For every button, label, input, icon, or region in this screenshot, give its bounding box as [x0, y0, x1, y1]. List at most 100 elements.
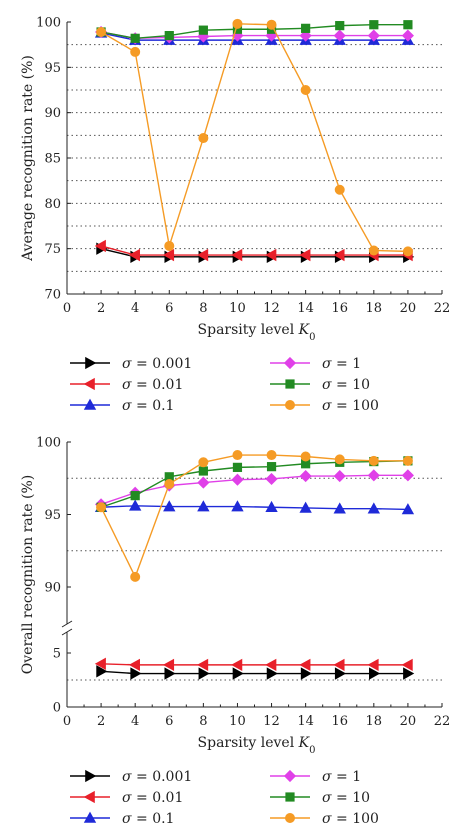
legend-item-sigma-0-01: σ = 0.01 [70, 790, 183, 806]
legend-marker [285, 792, 295, 802]
x-tick-label: 16 [331, 301, 348, 316]
legend-marker [285, 379, 295, 389]
data-point [198, 133, 209, 144]
data-point [232, 450, 243, 461]
data-point [197, 476, 210, 489]
y-tick-label: 70 [44, 288, 61, 303]
data-point [333, 658, 345, 672]
data-point [367, 502, 380, 514]
data-point [162, 658, 175, 672]
x-tick-label: 12 [263, 301, 280, 316]
data-point [129, 499, 142, 511]
data-point [334, 454, 345, 465]
series-line [100, 460, 408, 508]
series-line [101, 505, 408, 511]
legend-item-sigma-1: σ = 1 [270, 356, 361, 372]
data-point [368, 455, 379, 466]
legend-bottom: σ = 0.001 σ = 0.01 σ = 0.1 σ = 1 σ = 10 σ = 1… [70, 769, 379, 827]
data-point [402, 455, 413, 466]
data-point [163, 500, 176, 512]
legend-label: σ = 0.1 [122, 811, 174, 827]
data-point [197, 500, 210, 512]
series-sigma-0-001 [96, 665, 415, 680]
data-point [128, 248, 140, 262]
data-point [299, 501, 312, 513]
y-tick-label: 0 [53, 701, 61, 716]
data-point [266, 19, 277, 30]
series-sigma-0-1 [94, 499, 415, 515]
legend-top: σ = 0.001 σ = 0.01 σ = 0.1 σ = 1 σ = 10 σ = 1… [70, 356, 379, 414]
data-point [369, 20, 379, 30]
legend-item-sigma-0-1: σ = 0.1 [70, 398, 174, 414]
series-line [100, 23, 408, 253]
chart-average-recognition-rate: 0 2 4 6 8 10 12 14 16 18 20 22 70 75 80 85 90 95 100 Averag… [20, 16, 450, 343]
y-tick-label: 5 [53, 647, 61, 662]
x-tick-label: 4 [131, 301, 139, 316]
data-point [130, 46, 141, 57]
data-point [128, 658, 140, 672]
legend-label: σ = 0.01 [122, 790, 183, 806]
data-point [403, 667, 415, 680]
legend-marker [85, 356, 97, 370]
data-point [301, 23, 311, 33]
data-point [401, 469, 414, 482]
data-point [164, 479, 175, 490]
legend-item-sigma-0-1: σ = 0.1 [70, 811, 174, 827]
x-tick-label: 22 [434, 301, 451, 316]
legend-item-sigma-0-001: σ = 0.001 [70, 356, 192, 372]
data-point [197, 658, 209, 672]
series-line [100, 245, 408, 256]
legend-label: σ = 10 [322, 790, 370, 806]
x-tick-label: 8 [199, 301, 207, 316]
legend-marker [284, 813, 295, 824]
x-tick-label: 12 [263, 714, 280, 729]
x-tick-label: 14 [297, 714, 314, 729]
legend-marker [284, 399, 295, 410]
data-point [266, 462, 277, 472]
series-sigma-0-01 [94, 657, 413, 672]
data-point [231, 473, 244, 486]
y-tick-label: 80 [44, 197, 61, 212]
y-tick-label: 90 [44, 106, 61, 121]
x-tick-label: 0 [63, 714, 71, 729]
series-line [100, 32, 408, 41]
data-point [299, 29, 312, 42]
data-point [265, 658, 277, 672]
data-point [130, 491, 140, 501]
data-point [198, 457, 209, 468]
legend-label: σ = 0.001 [122, 769, 192, 785]
data-point [198, 25, 208, 35]
series-sigma-100 [96, 450, 413, 582]
legend-marker [283, 356, 297, 370]
data-point [402, 246, 413, 257]
data-point [265, 472, 278, 486]
data-point [333, 29, 346, 42]
data-point [265, 500, 278, 513]
data-point [299, 470, 312, 483]
x-tick-label: 18 [366, 714, 383, 729]
data-point [265, 248, 277, 262]
data-point [300, 451, 311, 462]
data-point [266, 450, 277, 461]
series-line [101, 663, 408, 666]
data-point [232, 18, 243, 29]
data-point [299, 658, 311, 672]
x-tick-label: 18 [366, 301, 383, 316]
series-line [101, 670, 408, 675]
legend-marker [85, 769, 97, 783]
data-point [266, 667, 278, 680]
legend-marker [83, 811, 97, 823]
legend-marker [83, 398, 97, 410]
y-tick-label: 100 [36, 436, 61, 451]
legend-item-sigma-1: σ = 1 [270, 769, 361, 785]
x-tick-label: 6 [165, 301, 173, 316]
legend-label: σ = 0.1 [122, 398, 174, 414]
data-point [232, 462, 243, 472]
x-tick-label: 2 [97, 714, 105, 729]
data-point [369, 667, 381, 680]
data-point [333, 502, 346, 514]
series-sigma-1 [95, 469, 414, 511]
y-axis-label: Overall recognition rate (%) [20, 475, 36, 674]
legend-label: σ = 100 [322, 811, 379, 827]
legend-marker [83, 790, 95, 804]
